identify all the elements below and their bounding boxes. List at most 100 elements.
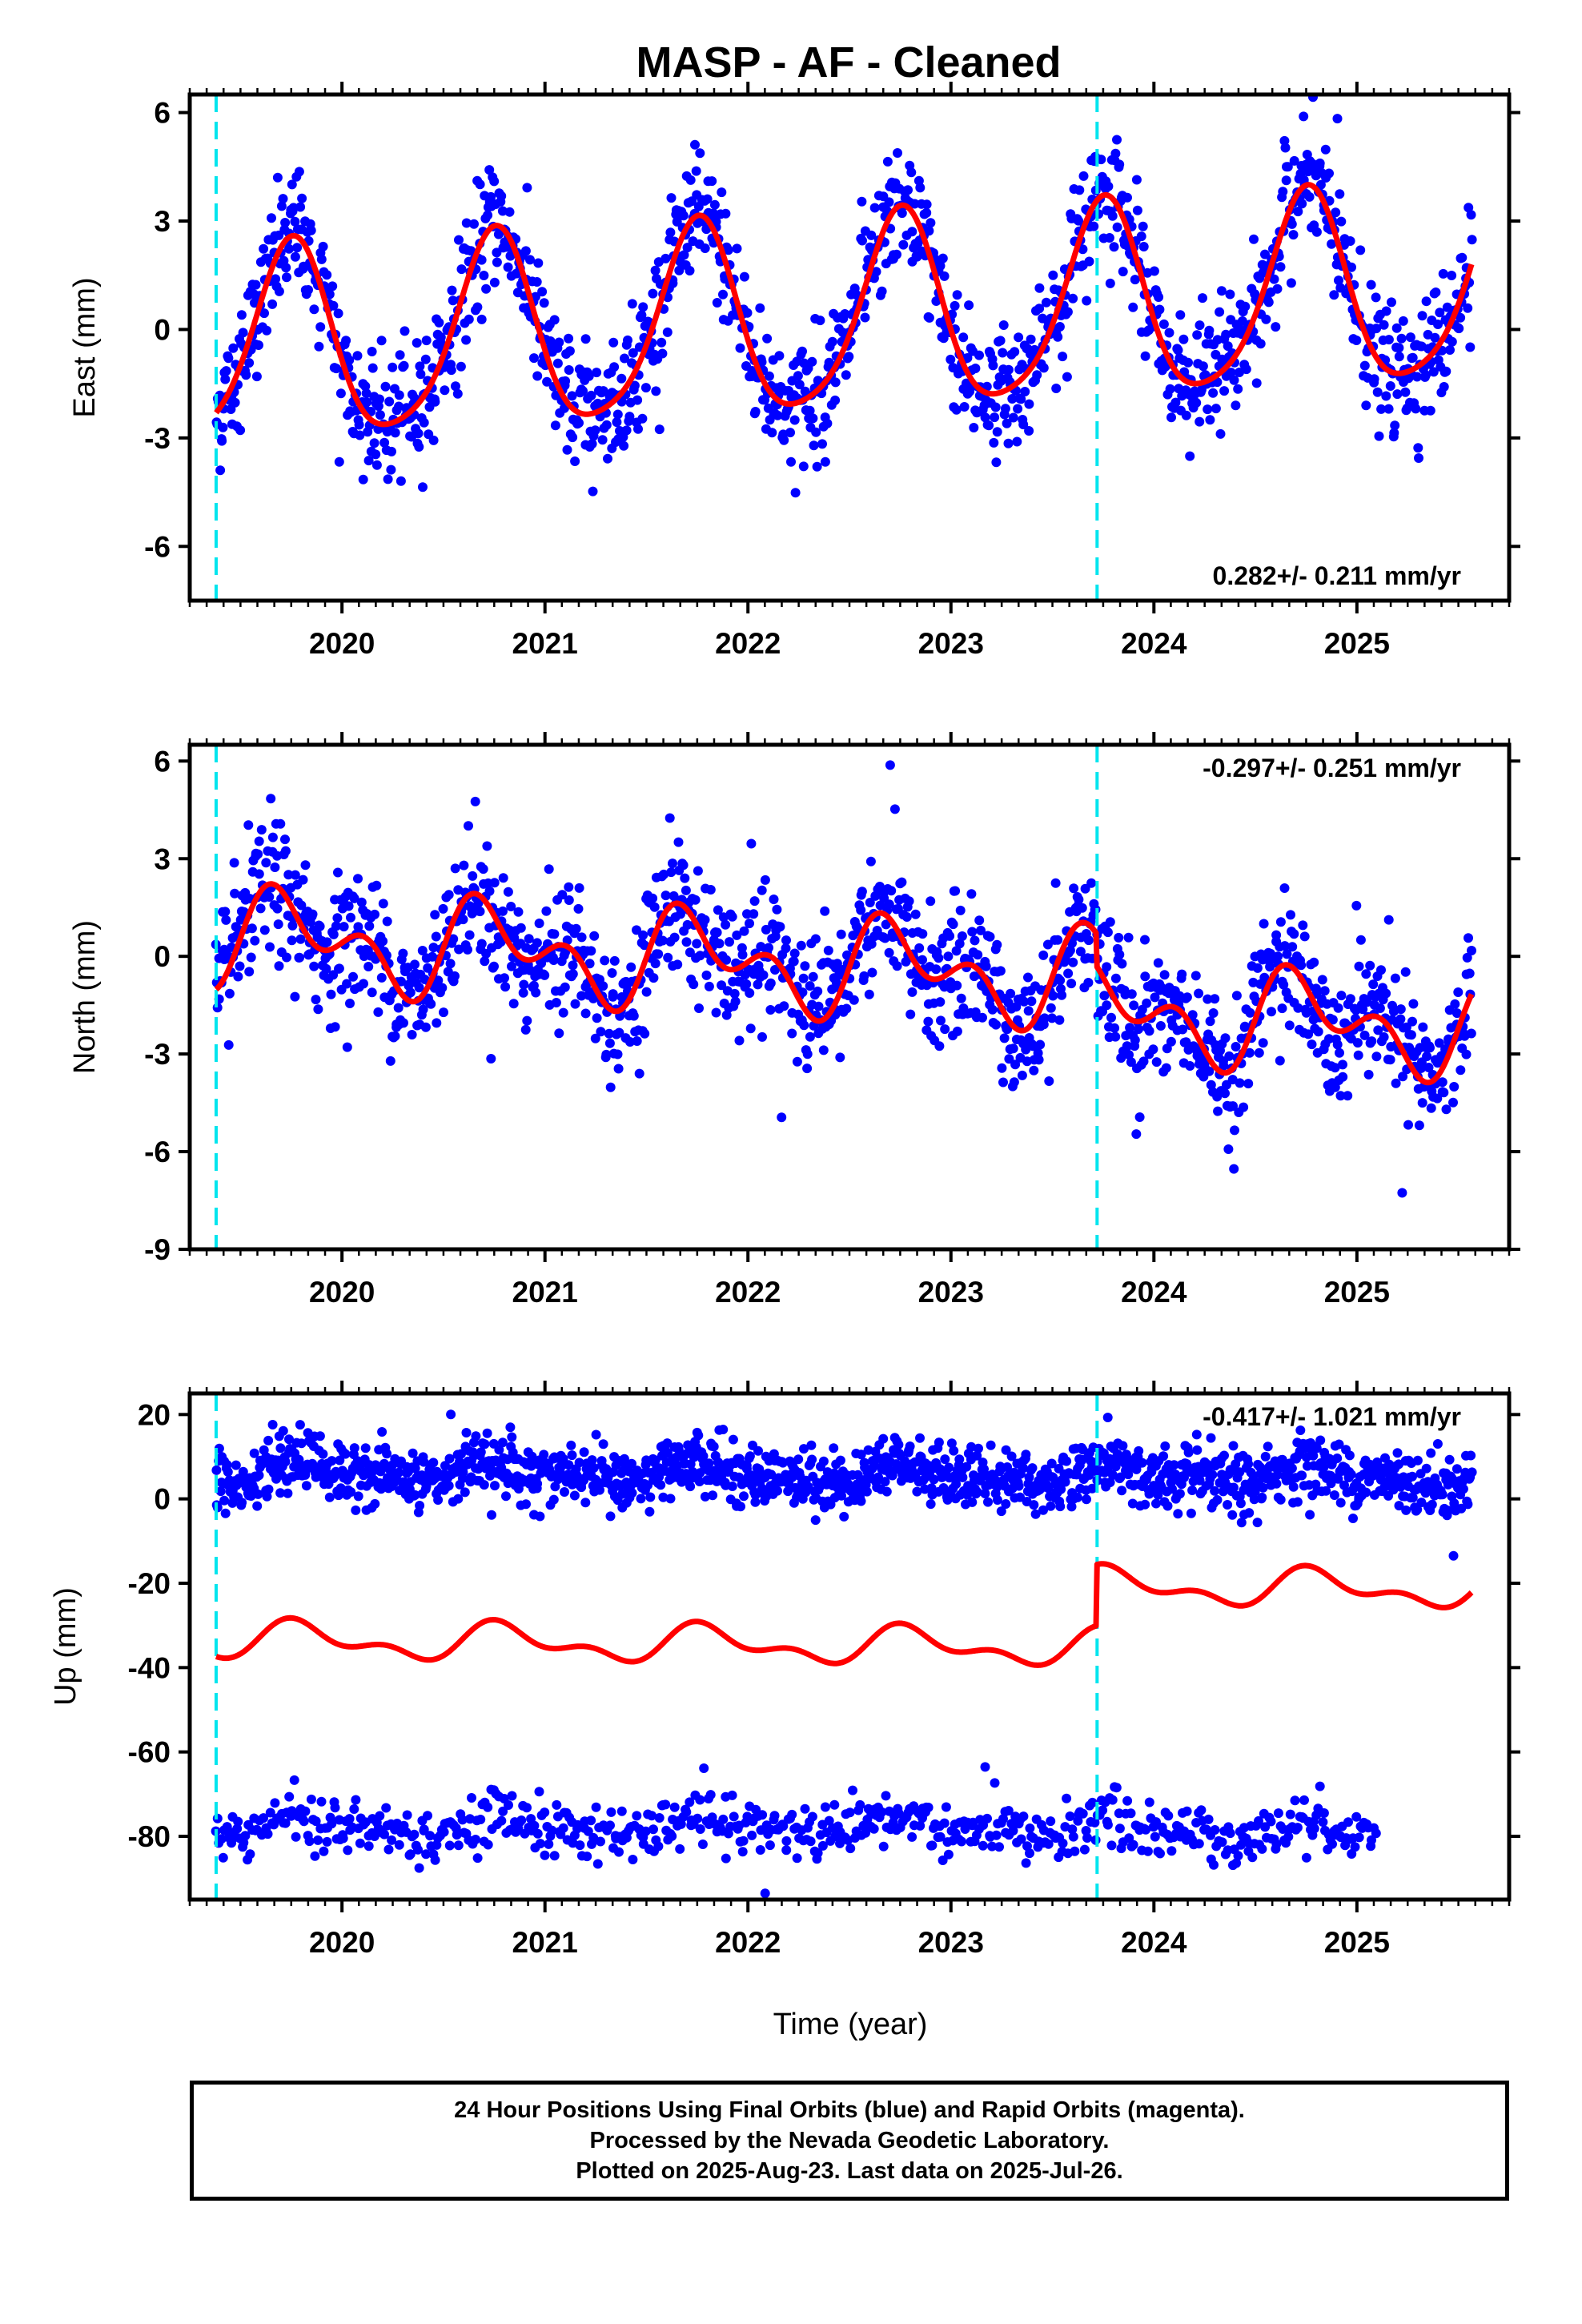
- data-point: [1118, 267, 1128, 277]
- data-point: [931, 296, 942, 306]
- data-point: [944, 1462, 954, 1473]
- data-point: [1122, 192, 1132, 203]
- data-point: [395, 350, 405, 360]
- data-point: [995, 966, 1006, 976]
- data-point: [620, 353, 629, 364]
- data-point: [1229, 1164, 1239, 1174]
- data-point: [1407, 1016, 1417, 1027]
- data-point: [1281, 175, 1291, 186]
- data-point: [412, 338, 422, 348]
- data-point: [1315, 158, 1325, 168]
- data-point: [749, 896, 760, 907]
- data-point: [533, 258, 544, 268]
- data-point: [709, 1441, 719, 1452]
- data-point: [444, 1840, 455, 1851]
- data-point: [822, 418, 833, 428]
- data-point: [333, 308, 343, 319]
- data-point: [548, 1494, 559, 1505]
- data-point: [1126, 1057, 1136, 1068]
- data-point: [1099, 991, 1110, 1001]
- data-point: [1338, 1072, 1348, 1082]
- data-point: [1458, 1484, 1468, 1494]
- data-point: [387, 446, 396, 456]
- data-point: [1407, 1471, 1417, 1482]
- data-point: [736, 1502, 745, 1512]
- data-point: [315, 1431, 325, 1441]
- data-point: [1260, 249, 1270, 259]
- data-point: [254, 836, 264, 846]
- data-point: [301, 1481, 311, 1491]
- data-point: [1278, 187, 1288, 197]
- data-point: [1445, 345, 1455, 355]
- data-point: [1231, 400, 1241, 411]
- data-point: [948, 919, 958, 930]
- data-point: [238, 1466, 248, 1477]
- data-point: [487, 1510, 496, 1520]
- data-point: [823, 945, 833, 955]
- data-point: [1165, 384, 1175, 394]
- data-point: [1243, 1079, 1254, 1089]
- data-point: [1022, 1056, 1032, 1067]
- data-point: [962, 353, 973, 363]
- data-point: [540, 970, 550, 980]
- data-point: [712, 927, 722, 938]
- data-point: [1160, 361, 1170, 372]
- data-point: [1114, 159, 1125, 170]
- data-point: [472, 302, 483, 312]
- data-point: [494, 1445, 504, 1455]
- data-point: [1161, 1063, 1171, 1073]
- data-point: [1286, 278, 1296, 288]
- data-point: [676, 909, 685, 919]
- data-point: [632, 1036, 642, 1046]
- data-point: [480, 956, 490, 967]
- data-point: [797, 987, 808, 998]
- data-point: [259, 308, 269, 319]
- data-point: [777, 1112, 787, 1123]
- data-point: [1271, 1478, 1282, 1489]
- data-point: [926, 218, 936, 228]
- data-point: [1457, 252, 1468, 263]
- data-point: [638, 302, 648, 312]
- data-point: [1466, 1028, 1476, 1039]
- data-point: [1158, 1451, 1169, 1462]
- data-point: [1355, 935, 1366, 945]
- data-point: [805, 405, 815, 416]
- data-point: [386, 464, 396, 475]
- data-point: [252, 1501, 263, 1511]
- data-point: [808, 413, 818, 424]
- data-point: [1219, 1060, 1229, 1071]
- data-point: [1068, 957, 1078, 967]
- data-point: [295, 934, 306, 944]
- data-point: [718, 1425, 729, 1434]
- data-point: [383, 1844, 394, 1855]
- data-point: [272, 903, 283, 914]
- data-point: [375, 1811, 385, 1821]
- data-point: [1329, 290, 1339, 300]
- data-point: [1431, 287, 1441, 297]
- data-point: [861, 1486, 872, 1497]
- data-point: [600, 955, 610, 966]
- data-point: [232, 1823, 243, 1834]
- data-point: [1066, 979, 1077, 989]
- data-point: [1413, 443, 1423, 453]
- y-tick-label: -3: [144, 422, 171, 455]
- data-point: [775, 922, 785, 932]
- data-point: [779, 1001, 789, 1011]
- data-point: [394, 1839, 404, 1850]
- data-point: [678, 211, 689, 221]
- data-point: [280, 218, 291, 227]
- data-point: [665, 813, 675, 823]
- data-point: [496, 1815, 507, 1826]
- data-point: [805, 1031, 815, 1042]
- data-point: [1275, 1494, 1286, 1505]
- data-point: [1140, 351, 1150, 361]
- data-point: [1462, 952, 1472, 963]
- data-point: [407, 1030, 417, 1039]
- data-point: [300, 1470, 311, 1480]
- data-point: [1249, 1494, 1259, 1505]
- data-point: [1187, 1486, 1198, 1495]
- data-point: [1456, 1065, 1466, 1076]
- data-point: [1137, 1458, 1147, 1468]
- data-point: [668, 858, 677, 869]
- data-point: [799, 1020, 809, 1031]
